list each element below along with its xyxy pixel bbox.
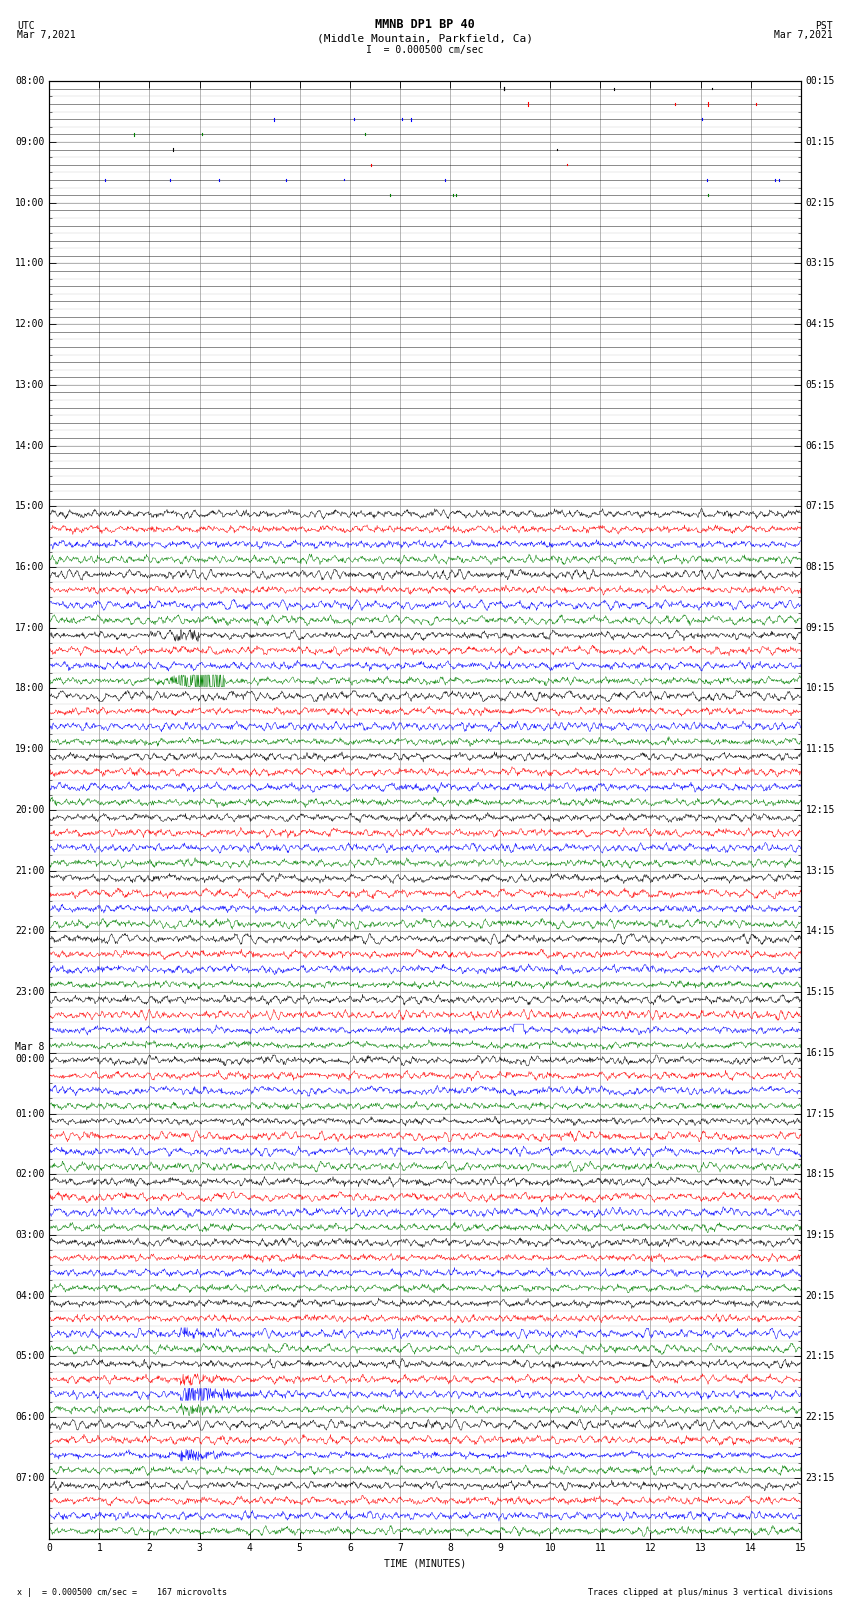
Text: x |  = 0.000500 cm/sec =    167 microvolts: x | = 0.000500 cm/sec = 167 microvolts bbox=[17, 1587, 227, 1597]
Text: PST: PST bbox=[815, 21, 833, 31]
Text: Mar 7,2021: Mar 7,2021 bbox=[17, 31, 76, 40]
X-axis label: TIME (MINUTES): TIME (MINUTES) bbox=[384, 1560, 466, 1569]
Text: (Middle Mountain, Parkfield, Ca): (Middle Mountain, Parkfield, Ca) bbox=[317, 34, 533, 44]
Text: Traces clipped at plus/minus 3 vertical divisions: Traces clipped at plus/minus 3 vertical … bbox=[588, 1587, 833, 1597]
Text: MMNB DP1 BP 40: MMNB DP1 BP 40 bbox=[375, 18, 475, 31]
Text: Mar 7,2021: Mar 7,2021 bbox=[774, 31, 833, 40]
Text: I  = 0.000500 cm/sec: I = 0.000500 cm/sec bbox=[366, 45, 484, 55]
Text: UTC: UTC bbox=[17, 21, 35, 31]
